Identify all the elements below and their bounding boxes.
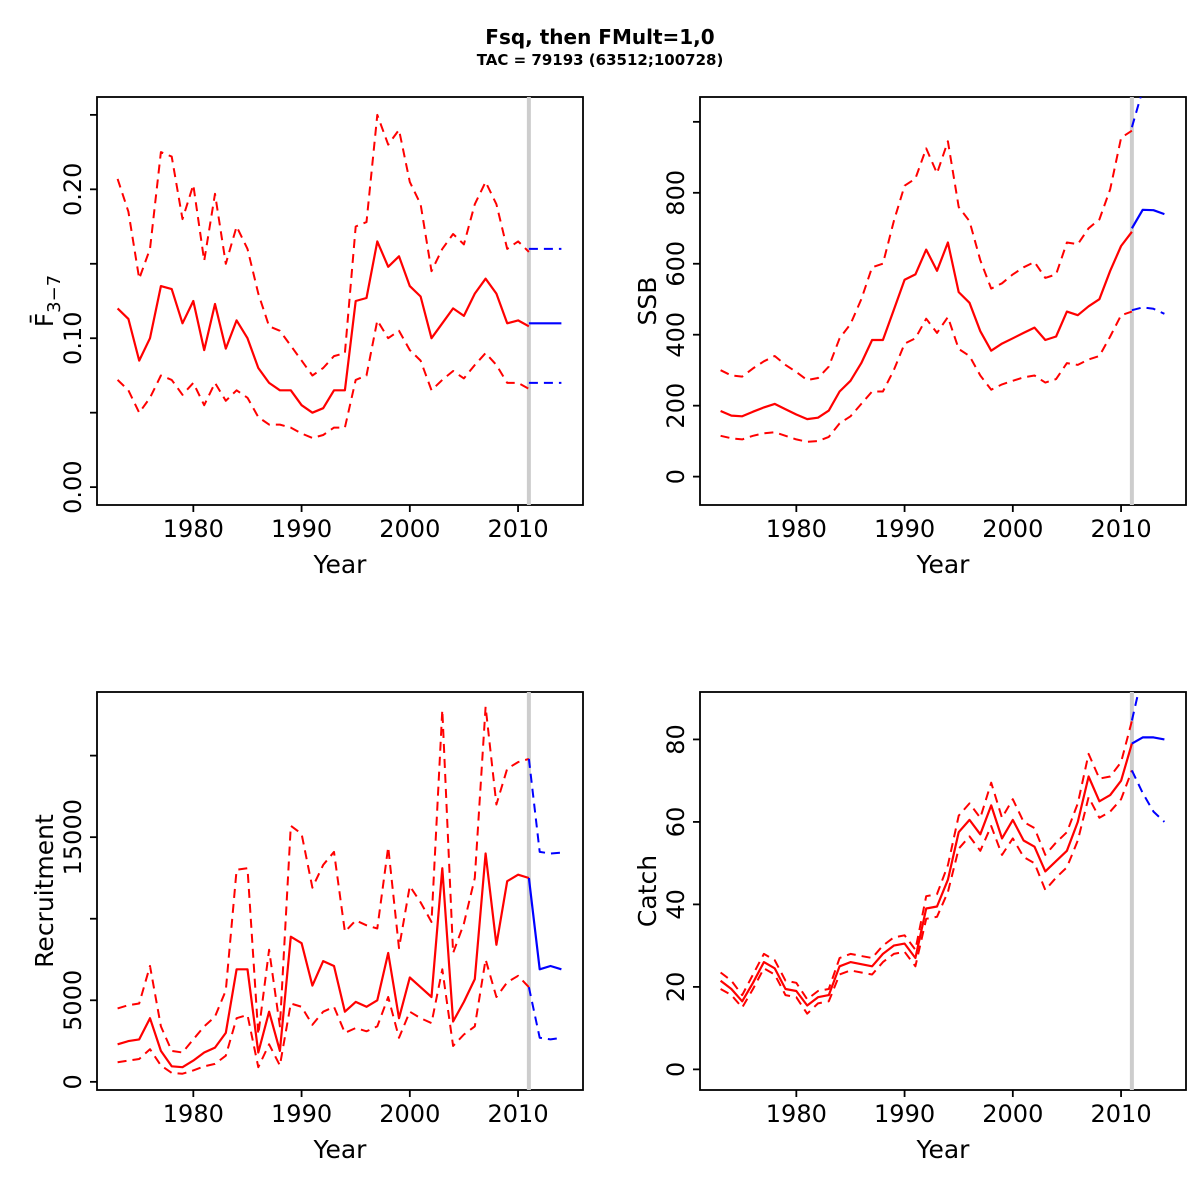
recruitment-median-line — [117, 852, 530, 1069]
y-tick-label: 5000 — [59, 970, 87, 1031]
catch-x-axis-title: Year — [916, 1135, 971, 1164]
y-tick-label: 0 — [662, 1062, 690, 1077]
catch-upper-bound-line — [719, 720, 1133, 1001]
panel-catch: 1980 1990 2000 2010 0 20 40 60 80 Year Catch — [633, 691, 1187, 1164]
ssb-forecast-upper-line — [1130, 97, 1142, 128]
y-tick-label: 200 — [662, 383, 690, 429]
recruitment-upper-bound-line — [117, 705, 530, 1054]
x-tick-label: 1990 — [874, 1100, 935, 1128]
panel-fbar: 1980 1990 2000 2010 0.00 0.10 0.20 Year F̄3−7 — [29, 96, 584, 579]
y-tick-label: 0 — [662, 469, 690, 484]
y-tick-label: 0.20 — [59, 163, 87, 216]
recruitment-series-group — [117, 692, 562, 1090]
y-tick-label: 20 — [662, 972, 690, 1003]
y-tick-label: 0.10 — [59, 312, 87, 365]
x-tick-label: 1990 — [271, 1100, 332, 1128]
x-tick-label: 1980 — [163, 1100, 224, 1128]
ssb-lower-bound-line — [720, 310, 1133, 443]
x-tick-label: 2010 — [1091, 1100, 1152, 1128]
ssb-plot-border — [699, 96, 1187, 506]
y-tick-label: 0.00 — [59, 460, 87, 513]
catch-forecast-median-line — [1131, 736, 1165, 745]
fbar-x-axis-title: Year — [313, 550, 368, 579]
x-tick-label: 2000 — [379, 515, 440, 543]
x-tick-label: 2010 — [488, 515, 549, 543]
catch-series-group — [719, 692, 1166, 1090]
recruitment-x-axis-title: Year — [313, 1135, 368, 1164]
x-tick-label: 1980 — [766, 1100, 827, 1128]
y-tick-label: 600 — [662, 241, 690, 287]
y-tick-label: 15000 — [59, 799, 87, 875]
recruitment-forecast-median-line — [527, 877, 562, 971]
figure-subtitle: TAC = 79193 (63512;100728) — [476, 51, 724, 69]
fbar-y-axis-title: F̄3−7 — [29, 275, 65, 327]
recruitment-plot-border — [96, 691, 584, 1091]
x-tick-label: 2000 — [379, 1100, 440, 1128]
fbar-series-group — [116, 97, 562, 505]
ssb-series-group — [720, 97, 1165, 505]
x-tick-label: 2010 — [1091, 515, 1152, 543]
ssb-forecast-median-line — [1130, 208, 1165, 229]
x-tick-label: 1980 — [766, 515, 827, 543]
ssb-y-axis-title: SSB — [633, 277, 662, 326]
catch-plot-border — [699, 691, 1187, 1091]
y-tick-label: 60 — [662, 807, 690, 838]
figure-title: Fsq, then FMult=1,0 — [485, 25, 715, 49]
catch-lower-bound-line — [720, 770, 1133, 1015]
ssb-upper-bound-line — [720, 129, 1133, 382]
x-tick-label: 1990 — [874, 515, 935, 543]
fbar-upper-bound-line — [116, 113, 530, 377]
recruitment-y-axis-title: Recruitment — [30, 814, 59, 968]
x-tick-label: 1990 — [271, 515, 332, 543]
catch-median-line — [719, 743, 1133, 1007]
x-tick-label: 2000 — [982, 515, 1043, 543]
panel-ssb: 1980 1990 2000 2010 0 200 400 600 800 Year SSB — [633, 96, 1187, 579]
y-tick-label: 400 — [662, 312, 690, 358]
ssb-forecast-lower-line — [1131, 306, 1165, 315]
y-tick-label: 0 — [59, 1074, 87, 1089]
catch-forecast-upper-line — [1130, 692, 1140, 721]
recruitment-forecast-lower-line — [527, 986, 562, 1041]
fbar-plot-border — [96, 96, 584, 506]
fbar-median-line — [116, 240, 530, 414]
y-tick-label: 800 — [662, 170, 690, 216]
x-tick-label: 1980 — [163, 515, 224, 543]
ssb-x-axis-title: Year — [916, 550, 971, 579]
panel-recruitment: 1980 1990 2000 2010 0 5000 15000 Year Recruitmen… — [30, 691, 584, 1164]
catch-y-axis-title: Catch — [633, 855, 662, 927]
x-tick-label: 2000 — [982, 1100, 1043, 1128]
recruitment-lower-bound-line — [117, 958, 530, 1075]
y-tick-label: 80 — [662, 724, 690, 755]
recruitment-forecast-upper-line — [527, 758, 562, 855]
catch-forecast-lower-line — [1130, 769, 1166, 823]
fbar-lower-bound-line — [116, 319, 530, 439]
ssb-median-line — [720, 231, 1133, 421]
y-tick-label: 40 — [662, 889, 690, 920]
x-tick-label: 2010 — [488, 1100, 549, 1128]
